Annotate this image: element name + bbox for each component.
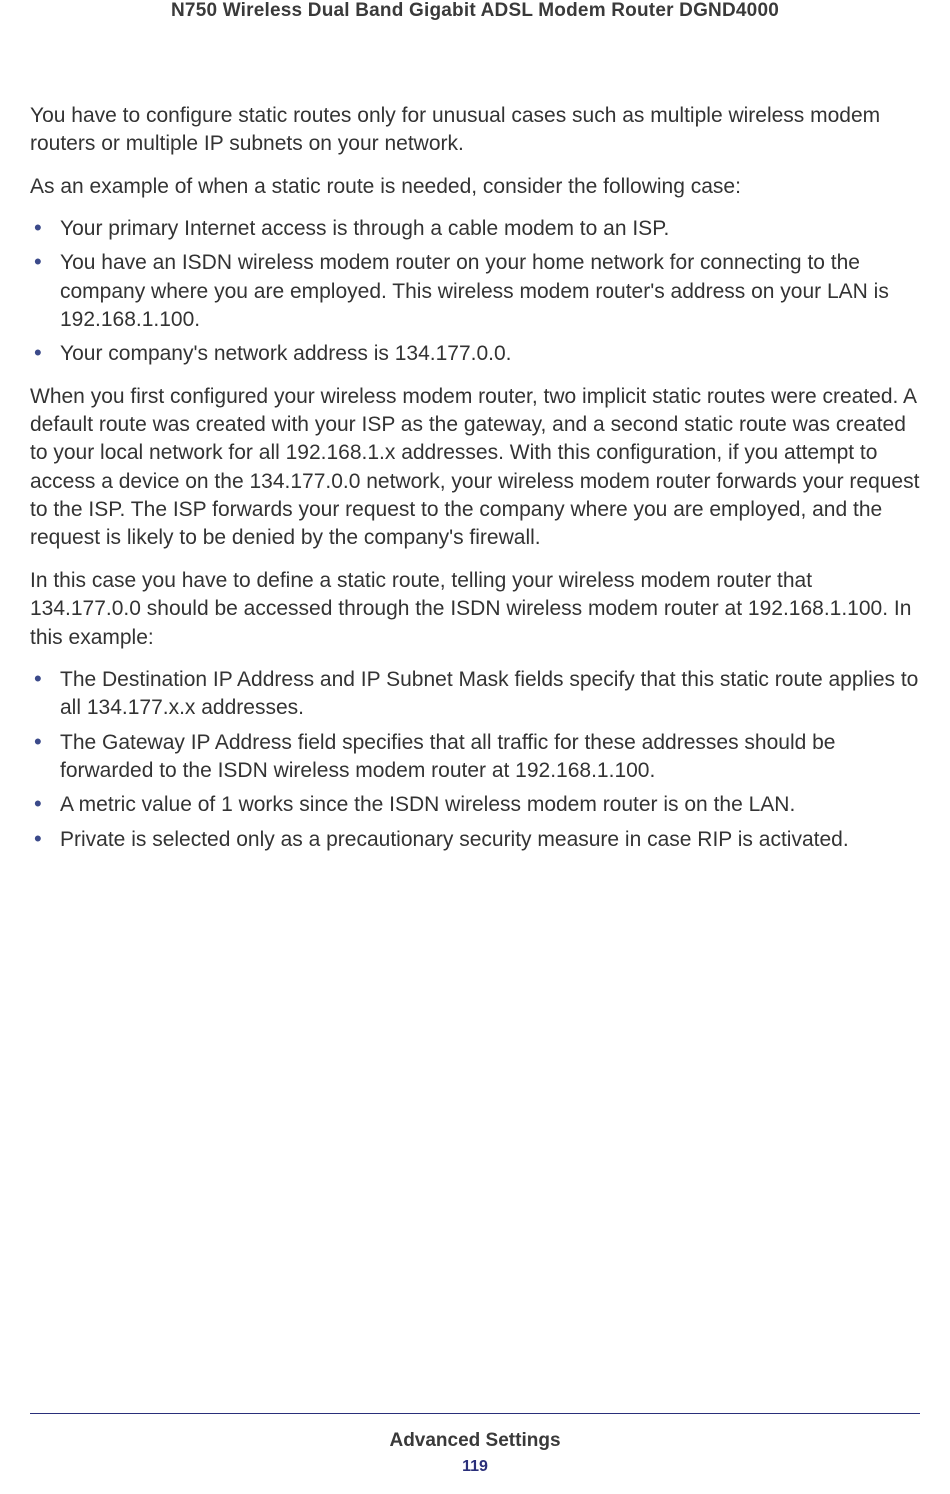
body-content: You have to configure static routes only… <box>30 102 920 854</box>
bullet-list-case: Your primary Internet access is through … <box>30 215 920 369</box>
footer-page-number: 119 <box>30 1458 920 1476</box>
paragraph-example-lead: As an example of when a static route is … <box>30 173 920 201</box>
footer-section-title: Advanced Settings <box>30 1430 920 1452</box>
list-item: A metric value of 1 works since the ISDN… <box>30 791 920 819</box>
footer-rule <box>30 1413 920 1414</box>
list-item: The Destination IP Address and IP Subnet… <box>30 666 920 723</box>
list-item: Your company's network address is 134.17… <box>30 340 920 368</box>
page-container: N750 Wireless Dual Band Gigabit ADSL Mod… <box>0 0 950 1494</box>
list-item: You have an ISDN wireless modem router o… <box>30 249 920 334</box>
paragraph-solution-lead: In this case you have to define a static… <box>30 567 920 652</box>
paragraph-intro: You have to configure static routes only… <box>30 102 920 159</box>
paragraph-explanation: When you first configured your wireless … <box>30 383 920 553</box>
document-header-title: N750 Wireless Dual Band Gigabit ADSL Mod… <box>30 0 920 22</box>
page-footer: Advanced Settings 119 <box>30 1413 920 1476</box>
list-item: The Gateway IP Address field specifies t… <box>30 729 920 786</box>
bullet-list-solution: The Destination IP Address and IP Subnet… <box>30 666 920 854</box>
list-item: Your primary Internet access is through … <box>30 215 920 243</box>
list-item: Private is selected only as a precaution… <box>30 826 920 854</box>
